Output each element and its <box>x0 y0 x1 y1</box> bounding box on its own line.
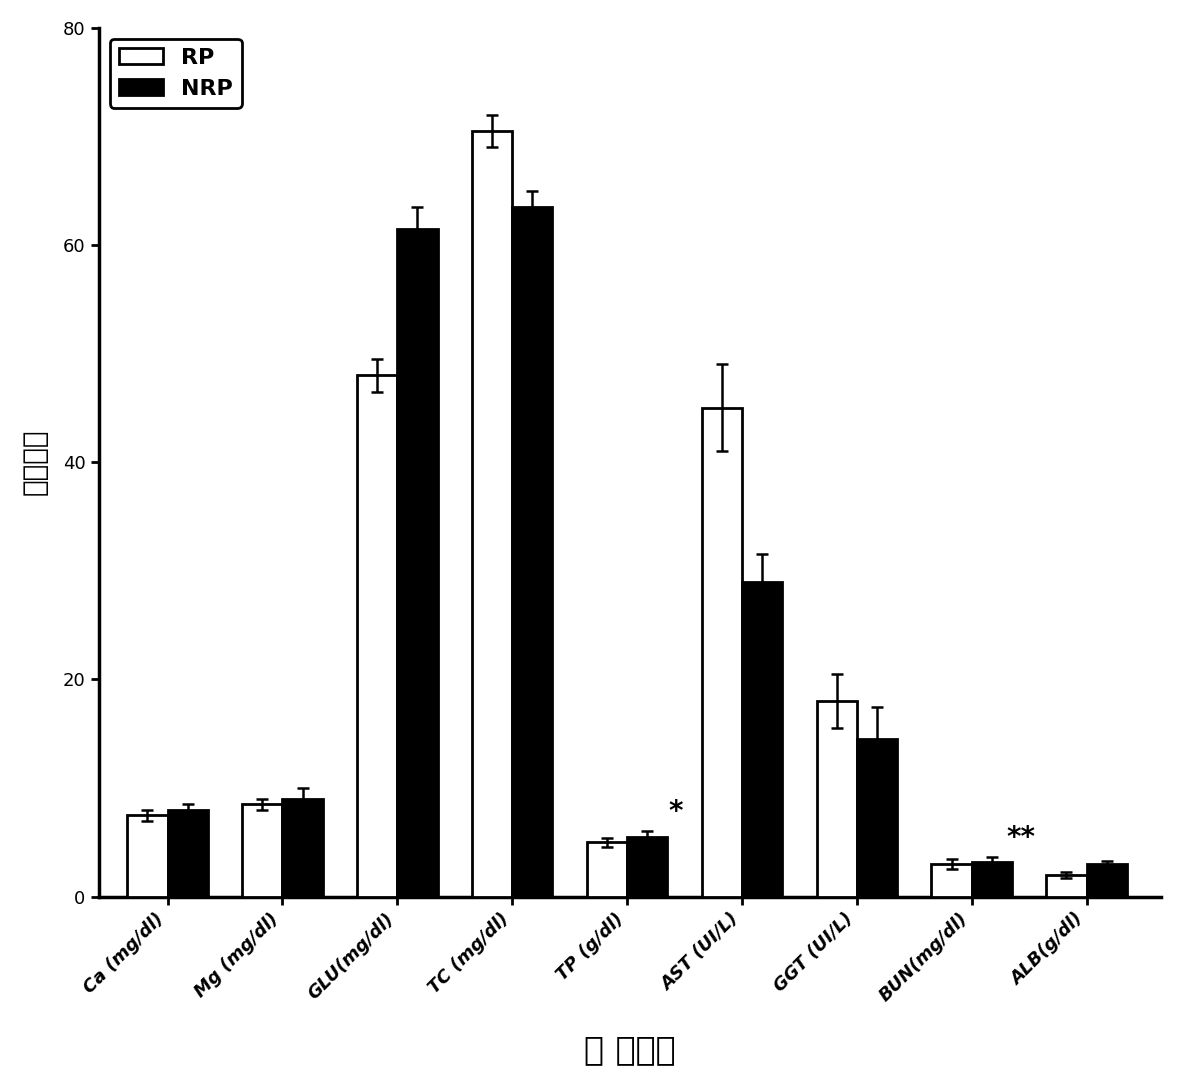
Y-axis label: 血清浓度: 血清浓度 <box>21 429 48 496</box>
Text: *: * <box>669 798 683 826</box>
Bar <box>472 132 512 897</box>
Bar <box>702 408 742 897</box>
Bar <box>817 701 857 897</box>
Bar <box>742 582 782 897</box>
Bar <box>168 810 208 897</box>
Bar <box>931 864 972 897</box>
Bar <box>357 375 397 897</box>
Bar <box>586 842 626 897</box>
X-axis label: 生 化指标: 生 化指标 <box>584 1033 676 1066</box>
Bar <box>1046 875 1086 897</box>
Bar <box>397 228 437 897</box>
Bar <box>626 837 668 897</box>
Text: **: ** <box>1006 824 1035 852</box>
Legend: RP, NRP: RP, NRP <box>110 39 241 108</box>
Bar <box>282 799 323 897</box>
Bar <box>242 804 282 897</box>
Bar <box>512 207 552 897</box>
Bar <box>972 862 1012 897</box>
Bar <box>128 815 168 897</box>
Bar <box>857 739 897 897</box>
Bar <box>1086 864 1126 897</box>
